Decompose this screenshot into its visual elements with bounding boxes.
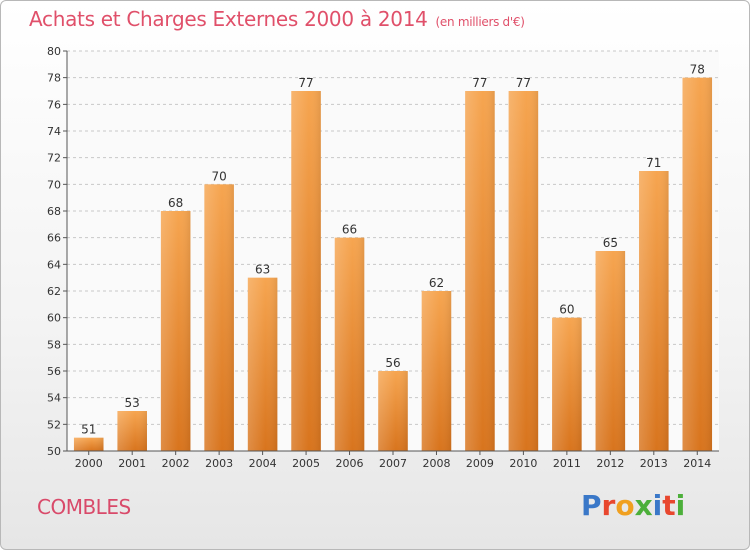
bar-shade <box>465 91 495 451</box>
logo-letter: t <box>662 489 676 522</box>
data-label: 62 <box>429 276 444 290</box>
chart-title: Achats et Charges Externes 2000 à 2014 (e… <box>29 7 525 31</box>
y-tick-label: 80 <box>47 45 61 58</box>
data-label: 56 <box>385 356 400 370</box>
x-tick-label: 2006 <box>336 457 364 470</box>
y-tick-label: 76 <box>47 98 61 111</box>
x-tick-label: 2013 <box>640 457 668 470</box>
x-tick-label: 2002 <box>162 457 190 470</box>
data-label: 77 <box>298 76 313 90</box>
y-tick-label: 52 <box>47 418 61 431</box>
bar-shade <box>378 371 408 451</box>
logo-letter: x <box>634 489 653 522</box>
data-label: 60 <box>559 303 574 317</box>
bar-shade <box>334 237 365 451</box>
bar-shade <box>73 437 104 451</box>
bar-shade <box>552 317 582 451</box>
y-tick-label: 70 <box>47 178 61 191</box>
y-tick-label: 78 <box>47 72 61 85</box>
logo-letter: o <box>615 489 635 522</box>
x-tick-label: 2005 <box>292 457 320 470</box>
data-label: 77 <box>516 76 531 90</box>
logo-letter: P <box>581 489 602 522</box>
bar-shade <box>117 411 147 451</box>
data-label: 77 <box>472 76 487 90</box>
data-label: 66 <box>342 223 357 237</box>
bars: 51 53 68 70 63 77 66 56 62 77 77 60 65 71 78 <box>73 63 713 452</box>
bar-shade <box>291 91 321 451</box>
y-tick-label: 74 <box>47 125 61 138</box>
logo-letter: r <box>601 489 616 522</box>
y-tick-label: 72 <box>47 152 61 165</box>
axes: 50 52 54 56 58 60 62 64 66 68 70 72 74 76 78 80 2000 2001… <box>47 45 719 470</box>
chart-subtitle: (en milliers d'€) <box>435 15 525 29</box>
data-label: 51 <box>81 423 96 437</box>
x-tick-label: 2008 <box>422 457 450 470</box>
data-label: 71 <box>646 156 661 170</box>
x-tick-label: 2004 <box>249 457 277 470</box>
bar-shade <box>639 171 669 451</box>
data-label: 63 <box>255 263 270 277</box>
x-tick-label: 2000 <box>75 457 103 470</box>
y-tick-label: 54 <box>47 392 61 405</box>
data-label: 70 <box>211 169 226 183</box>
x-tick-label: 2010 <box>509 457 537 470</box>
x-tick-label: 2012 <box>596 457 624 470</box>
y-tick-label: 58 <box>47 338 61 351</box>
bar-shade <box>421 291 452 451</box>
y-tick-label: 60 <box>47 312 61 325</box>
data-label: 78 <box>690 63 705 77</box>
bar-shade <box>682 77 713 452</box>
bar-shade <box>508 91 539 451</box>
x-tick-label: 2001 <box>118 457 146 470</box>
x-tick-label: 2003 <box>205 457 233 470</box>
bar-shade <box>247 277 278 451</box>
data-label: 68 <box>168 196 183 210</box>
bar-shade <box>595 251 626 451</box>
x-tick-label: 2011 <box>553 457 581 470</box>
y-tick-label: 50 <box>47 445 61 458</box>
proxiti-logo: Proxiti <box>581 489 685 522</box>
data-label: 53 <box>125 396 140 410</box>
x-tick-label: 2014 <box>683 457 711 470</box>
data-label: 65 <box>603 236 618 250</box>
x-tick-label: 2007 <box>379 457 407 470</box>
y-tick-label: 68 <box>47 205 61 218</box>
bar-shade <box>204 184 234 452</box>
y-tick-label: 64 <box>47 258 61 271</box>
y-tick-label: 66 <box>47 232 61 245</box>
logo-letter: i <box>652 489 663 522</box>
y-tick-label: 62 <box>47 285 61 298</box>
y-tick-label: 56 <box>47 365 61 378</box>
bar-shade <box>160 211 191 451</box>
logo-letter: i <box>675 489 686 522</box>
chart-title-text: Achats et Charges Externes 2000 à 2014 <box>29 7 428 31</box>
town-name: COMBLES <box>37 495 131 519</box>
x-tick-label: 2009 <box>466 457 494 470</box>
